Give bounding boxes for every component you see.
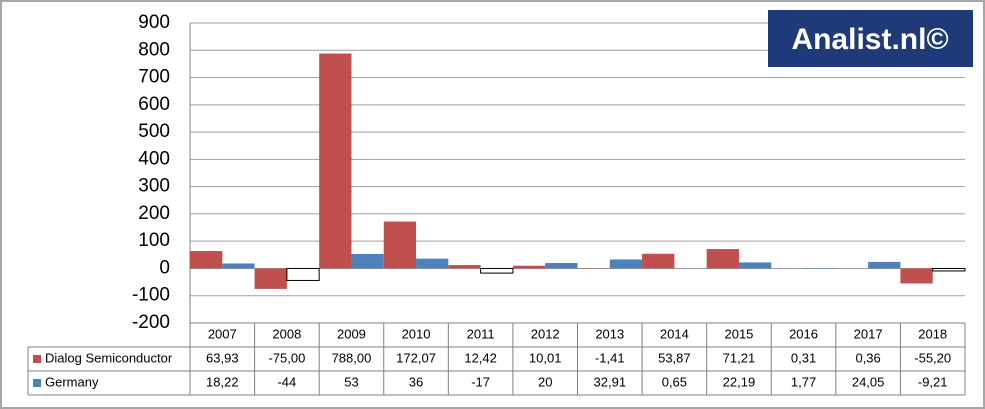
y-tick-label: 600 [138, 94, 170, 115]
x-tick-label: 2010 [402, 326, 431, 341]
value-label: 172,07 [396, 350, 436, 365]
legend-label: Dialog Semiconductor [45, 350, 173, 365]
y-tick-label: 0 [159, 257, 170, 278]
value-label: -75,00 [268, 350, 305, 365]
bar [416, 258, 449, 269]
plot: -200 -100 0 100 200 300 400 500 600 700 800 900 2007… [27, 12, 966, 396]
bar [932, 267, 966, 272]
value-label: 53 [344, 374, 358, 389]
value-label: 12,42 [464, 350, 497, 365]
bar [286, 267, 320, 281]
bar [738, 262, 772, 269]
bar [706, 249, 739, 269]
x-tick-label: 2016 [789, 326, 818, 341]
y-tick-label: 800 [138, 39, 170, 60]
value-label: 20 [538, 374, 552, 389]
value-label: 71,21 [723, 350, 756, 365]
watermark-box [768, 10, 973, 67]
bar [448, 265, 481, 269]
value-label: -17 [471, 374, 490, 389]
value-label: 0,36 [855, 350, 880, 365]
bar [254, 268, 287, 289]
bar [319, 53, 352, 269]
value-label: 0,31 [791, 350, 816, 365]
value-label: 1,77 [791, 374, 816, 389]
x-tick-label: 2007 [208, 326, 237, 341]
y-tick-label: 700 [138, 67, 170, 88]
legend-swatch [33, 355, 41, 363]
bar [190, 251, 223, 269]
value-label: 36 [409, 374, 423, 389]
x-tick-label: 2011 [467, 326, 495, 341]
y-tick-label: -100 [132, 285, 170, 306]
value-label: 24,05 [852, 374, 885, 389]
bar [351, 254, 384, 269]
value-label: 32,91 [594, 374, 627, 389]
y-tick-label: 500 [138, 121, 170, 142]
x-tick-label: 2008 [272, 326, 301, 341]
bar [868, 261, 901, 269]
bar [900, 268, 933, 284]
value-label: -44 [277, 374, 296, 389]
bar [222, 263, 255, 269]
y-tick-label: 200 [138, 203, 170, 224]
x-tick-label: 2014 [660, 326, 689, 341]
value-label: 0,65 [662, 374, 687, 389]
x-tick-label: 2015 [724, 326, 753, 341]
x-tick-label: 2013 [595, 326, 624, 341]
bar [480, 267, 514, 274]
bar [609, 259, 643, 269]
legend-label: Germany [45, 374, 99, 389]
value-label: 10,01 [529, 350, 562, 365]
x-tick-label: 2009 [337, 326, 366, 341]
watermark: Analist.nl© [791, 23, 948, 56]
value-label: 63,93 [206, 350, 239, 365]
value-label: 788,00 [332, 350, 372, 365]
x-tick-label: 2012 [531, 326, 560, 341]
value-label: 22,19 [723, 374, 756, 389]
bar [545, 263, 578, 269]
y-tick-label: 400 [138, 148, 170, 169]
value-label: 18,22 [206, 374, 239, 389]
bar [642, 253, 675, 269]
legend-swatch [33, 379, 41, 387]
value-label: -55,20 [914, 350, 951, 365]
y-tick-label: 100 [138, 230, 170, 251]
x-tick-label: 2018 [918, 326, 947, 341]
bar [512, 265, 546, 269]
y-tick-label: 300 [138, 176, 170, 197]
value-label: 53,87 [658, 350, 691, 365]
bar [383, 221, 417, 269]
y-tick-label: -200 [132, 312, 170, 333]
x-tick-label: 2017 [854, 326, 883, 341]
value-label: -9,21 [918, 374, 948, 389]
value-label: -1,41 [595, 350, 625, 365]
y-tick-label: 900 [138, 12, 170, 33]
